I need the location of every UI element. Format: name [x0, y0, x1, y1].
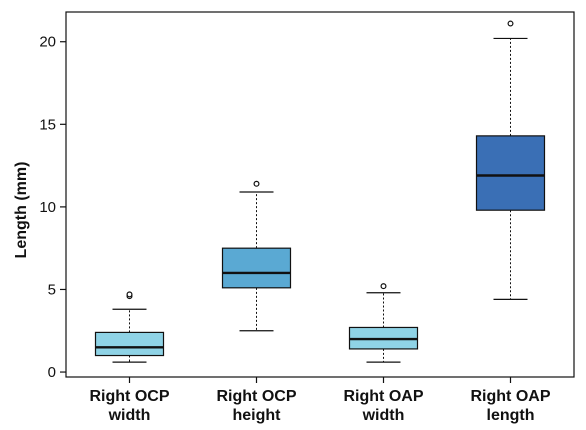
x-tick-label-0: Right OCP width	[90, 388, 170, 424]
x-tick-label-line: width	[108, 407, 151, 424]
x-tick-label-2: Right OAP width	[344, 388, 424, 424]
box-rect	[221, 247, 292, 289]
x-tick-label-line: Right OAP	[471, 388, 551, 405]
x-axis: Right OCP width Right OCP height Right OAP wi…	[90, 377, 551, 424]
x-tick-label-line: Right OCP	[90, 388, 170, 405]
y-tick-label-0: 0	[48, 364, 56, 381]
x-tick-label-line: width	[362, 407, 405, 424]
box-rect	[94, 331, 165, 357]
plot-frame	[65, 11, 575, 378]
x-tick-label-line: height	[233, 407, 282, 424]
boxes	[94, 20, 546, 363]
y-axis: 0 5 10 15 20	[39, 34, 66, 381]
box-0	[94, 291, 165, 363]
y-axis-title: Length (mm)	[13, 162, 30, 259]
y-tick-label-15: 15	[39, 116, 56, 133]
y-tick-label-10: 10	[39, 199, 56, 216]
outlier-point	[126, 291, 133, 298]
x-tick-label-line: Right OAP	[344, 388, 424, 405]
x-tick-label-1: Right OCP height	[217, 388, 297, 424]
x-tick-label-3: Right OAP length	[471, 388, 551, 424]
box-2	[348, 283, 419, 363]
y-tick-label-20: 20	[39, 34, 56, 51]
x-tick-label-line: Right OCP	[217, 388, 297, 405]
box-rect	[475, 135, 546, 211]
outlier-point	[253, 180, 260, 187]
box-3	[475, 20, 546, 300]
x-tick-label-line: length	[487, 407, 535, 424]
outlier-point	[380, 283, 387, 290]
box-1	[221, 180, 292, 332]
y-tick-label-5: 5	[48, 281, 56, 298]
outlier-point	[507, 20, 514, 27]
plot-border	[65, 11, 575, 378]
